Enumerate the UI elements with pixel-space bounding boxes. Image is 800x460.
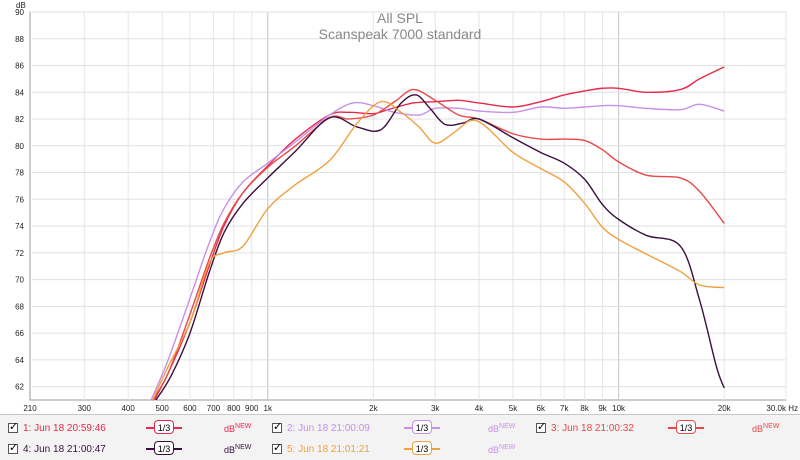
legend-label-1: 1: Jun 18 20:59:46 — [23, 422, 106, 434]
x-tick-label: 600 — [183, 404, 197, 413]
y-axis-unit-label: dB — [16, 1, 26, 10]
unit-label-3: dBNEW — [752, 423, 780, 434]
y-tick-label: 68 — [15, 302, 24, 311]
legend-item-5: 5: Jun 18 21:01:21 — [272, 439, 370, 459]
x-tick-label: 700 — [207, 404, 221, 413]
smoothing-value-1: 1/3 — [154, 420, 174, 434]
smoothing-control-5[interactable]: 1/3 — [404, 441, 440, 457]
x-tick-label: 10k — [612, 404, 626, 413]
legend-checkbox-1[interactable] — [8, 420, 18, 433]
legend-checkbox-5[interactable] — [272, 441, 282, 454]
unit-label-1: dBNEW — [224, 423, 252, 434]
legend-checkbox-2[interactable] — [272, 420, 282, 433]
x-tick-label: 4k — [475, 404, 484, 413]
x-tick-label: 20k — [718, 404, 732, 413]
x-tick-label: 900 — [245, 404, 259, 413]
x-tick-label: 500 — [155, 404, 169, 413]
smoothing-value-4: 1/3 — [154, 441, 174, 455]
y-tick-label: 86 — [15, 62, 24, 71]
y-tick-label: 70 — [15, 276, 24, 285]
legend-label-2: 2: Jun 18 21:00:09 — [287, 422, 370, 434]
chart-title: All SPL — [377, 10, 423, 26]
y-tick-label: 66 — [15, 329, 24, 338]
legend-label-5: 5: Jun 18 21:01:21 — [287, 443, 370, 455]
legend-item-1: 1: Jun 18 20:59:46 — [8, 418, 106, 438]
unit-label-4: dBNEW — [224, 444, 252, 455]
legend-panel: 1: Jun 18 20:59:46 1/3 dBNEW 2: Jun 18 2… — [0, 414, 800, 460]
x-tick-label: 6k — [537, 404, 546, 413]
y-tick-label: 84 — [15, 88, 24, 97]
series-line-5 — [152, 100, 725, 400]
y-tick-label: 62 — [15, 383, 24, 392]
y-tick-label: 76 — [15, 195, 24, 204]
series-layer — [150, 66, 725, 400]
legend-label-4: 4: Jun 18 21:00:47 — [23, 443, 106, 455]
y-tick-label: 82 — [15, 115, 24, 124]
plot-area — [29, 11, 787, 401]
smoothing-control-1[interactable]: 1/3 — [146, 420, 182, 436]
smoothing-value-5: 1/3 — [412, 441, 432, 455]
y-tick-label: 78 — [15, 169, 24, 178]
chart-subtitle: Scanspeak 7000 standard — [319, 26, 482, 42]
x-tick-label: 7k — [560, 404, 569, 413]
x-tick-label: 3k — [431, 404, 440, 413]
series-line-4 — [155, 94, 725, 400]
y-tick-label: 64 — [15, 356, 24, 365]
legend-item-3: 3: Jun 18 21:00:32 — [536, 418, 634, 438]
x-tick-label: 8k — [580, 404, 589, 413]
x-tick-label: 5k — [509, 404, 518, 413]
legend-checkbox-4[interactable] — [8, 441, 18, 454]
y-tick-label: 80 — [15, 142, 24, 151]
legend-item-2: 2: Jun 18 21:00:09 — [272, 418, 370, 438]
x-tick-label: 210 — [23, 404, 37, 413]
y-tick-label: 74 — [15, 222, 24, 231]
y-tick-label: 72 — [15, 249, 24, 258]
smoothing-control-3[interactable]: 1/3 — [668, 420, 704, 436]
legend-checkbox-3[interactable] — [536, 420, 546, 433]
x-tick-label: 9k — [598, 404, 607, 413]
smoothing-value-2: 1/3 — [412, 420, 432, 434]
unit-label-2: dBNEW — [488, 423, 516, 434]
x-tick-label: 800 — [227, 404, 241, 413]
x-tick-label: 400 — [121, 404, 135, 413]
spl-chart: 62 64 66 68 70 72 74 76 78 80 82 84 86 88 90 210 300 400 5… — [15, 1, 798, 413]
tick-layer: 62 64 66 68 70 72 74 76 78 80 82 84 86 88 90 210 300 400 5… — [15, 8, 798, 413]
y-tick-label: 88 — [15, 35, 24, 44]
series-line-3 — [152, 88, 725, 400]
x-tick-label: 30.0k Hz — [766, 404, 798, 413]
x-tick-label: 2k — [369, 404, 378, 413]
smoothing-control-4[interactable]: 1/3 — [146, 441, 182, 457]
legend-item-4: 4: Jun 18 21:00:47 — [8, 439, 106, 459]
series-line-2 — [150, 101, 725, 400]
x-tick-label: 1k — [264, 404, 273, 413]
grid — [30, 11, 787, 400]
legend-label-3: 3: Jun 18 21:00:32 — [551, 422, 634, 434]
smoothing-value-3: 1/3 — [676, 420, 696, 434]
unit-label-5: dBNEW — [488, 444, 516, 455]
x-tick-label: 300 — [78, 404, 92, 413]
y-tick-label: 90 — [15, 8, 24, 17]
smoothing-control-2[interactable]: 1/3 — [404, 420, 440, 436]
